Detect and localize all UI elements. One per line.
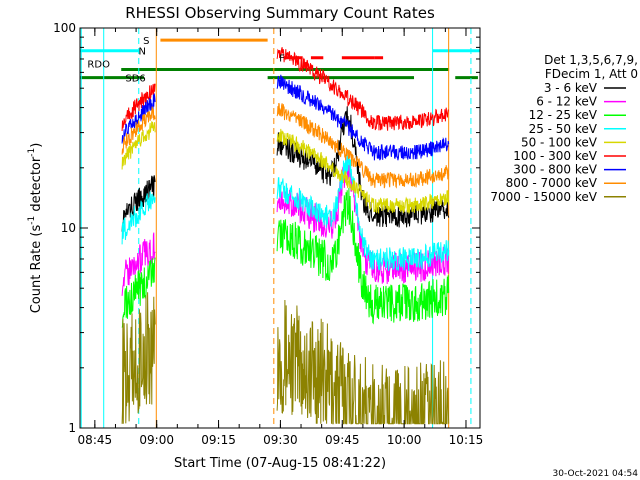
x-tick-label: 09:30: [263, 433, 298, 447]
flag-label-n: N: [139, 47, 146, 58]
series-line-7: [276, 74, 450, 161]
legend-label-8: 800 - 7000 keV: [506, 176, 598, 190]
series-line-9: [276, 299, 450, 425]
legend-label-3: 12 - 25 keV: [529, 108, 598, 122]
flag-label-sd: SD6: [125, 74, 145, 85]
legend: Det 1,3,5,6,7,9, FDecim 1, Att 0 3 - 6 k…: [490, 53, 638, 204]
series-line-5: [276, 128, 450, 215]
y-axis-label-part-2: detector: [29, 156, 44, 216]
x-axis-label: Start Time (07-Aug-15 08:41:22): [174, 456, 386, 471]
series-line-7: [121, 93, 156, 144]
y-axis-label-exp-1: -1: [27, 216, 37, 225]
x-tick-label: 09:45: [325, 433, 360, 447]
series-line-8: [276, 102, 450, 189]
legend-header-2: FDecim 1, Att 0: [545, 67, 638, 81]
flag-label-rdo: RDO: [87, 60, 110, 71]
series-line-5: [121, 121, 156, 170]
y-axis-label-part-1: Count Rate (s: [29, 225, 44, 314]
series-line-3: [121, 257, 156, 328]
series-line-9: [121, 292, 156, 424]
legend-label-1: 3 - 6 keV: [544, 81, 598, 95]
series-line-4: [276, 152, 450, 272]
flag-label-f: F: [279, 54, 285, 65]
y-axis-label-part-3: ): [29, 143, 44, 148]
series-line-6: [121, 83, 156, 132]
x-tick-label: 10:00: [387, 433, 422, 447]
series-line-6: [276, 47, 449, 131]
y-tick-label: 100: [53, 21, 76, 35]
x-tick-label: 09:15: [201, 433, 236, 447]
legend-label-7: 300 - 800 keV: [513, 163, 597, 177]
y-tick-label: 10: [61, 221, 76, 235]
x-tick-label: 10:15: [449, 433, 484, 447]
chart-title: RHESSI Observing Summary Count Rates: [125, 4, 435, 22]
legend-label-6: 100 - 300 keV: [513, 149, 597, 163]
series-line-1: [121, 175, 156, 232]
flag-label-s: S: [143, 36, 149, 47]
x-tick-label: 08:45: [78, 433, 113, 447]
legend-header-1: Det 1,3,5,6,7,9,: [544, 53, 638, 67]
legend-label-2: 6 - 12 keV: [536, 95, 598, 109]
legend-label-4: 25 - 50 keV: [529, 122, 598, 136]
axes-layer: 08:45 09:00 09:15 09:30 09:45 10:00 10:15 1 10 10…: [53, 21, 483, 447]
series-line-4: [121, 191, 156, 245]
series-line-3: [276, 187, 450, 325]
x-tick-label: 09:00: [139, 433, 174, 447]
y-axis-label: Count Rate (s-1 detector-1): [27, 143, 44, 314]
series-line-8: [121, 106, 156, 155]
y-tick-label: 1: [68, 421, 76, 435]
plot-layer: [80, 28, 480, 428]
y-axis-label-exp-2: -1: [27, 148, 37, 157]
legend-label-9: 7000 - 15000 keV: [490, 190, 597, 204]
legend-label-5: 50 - 100 keV: [521, 135, 598, 149]
timestamp: 30-Oct-2021 04:54: [553, 469, 639, 479]
